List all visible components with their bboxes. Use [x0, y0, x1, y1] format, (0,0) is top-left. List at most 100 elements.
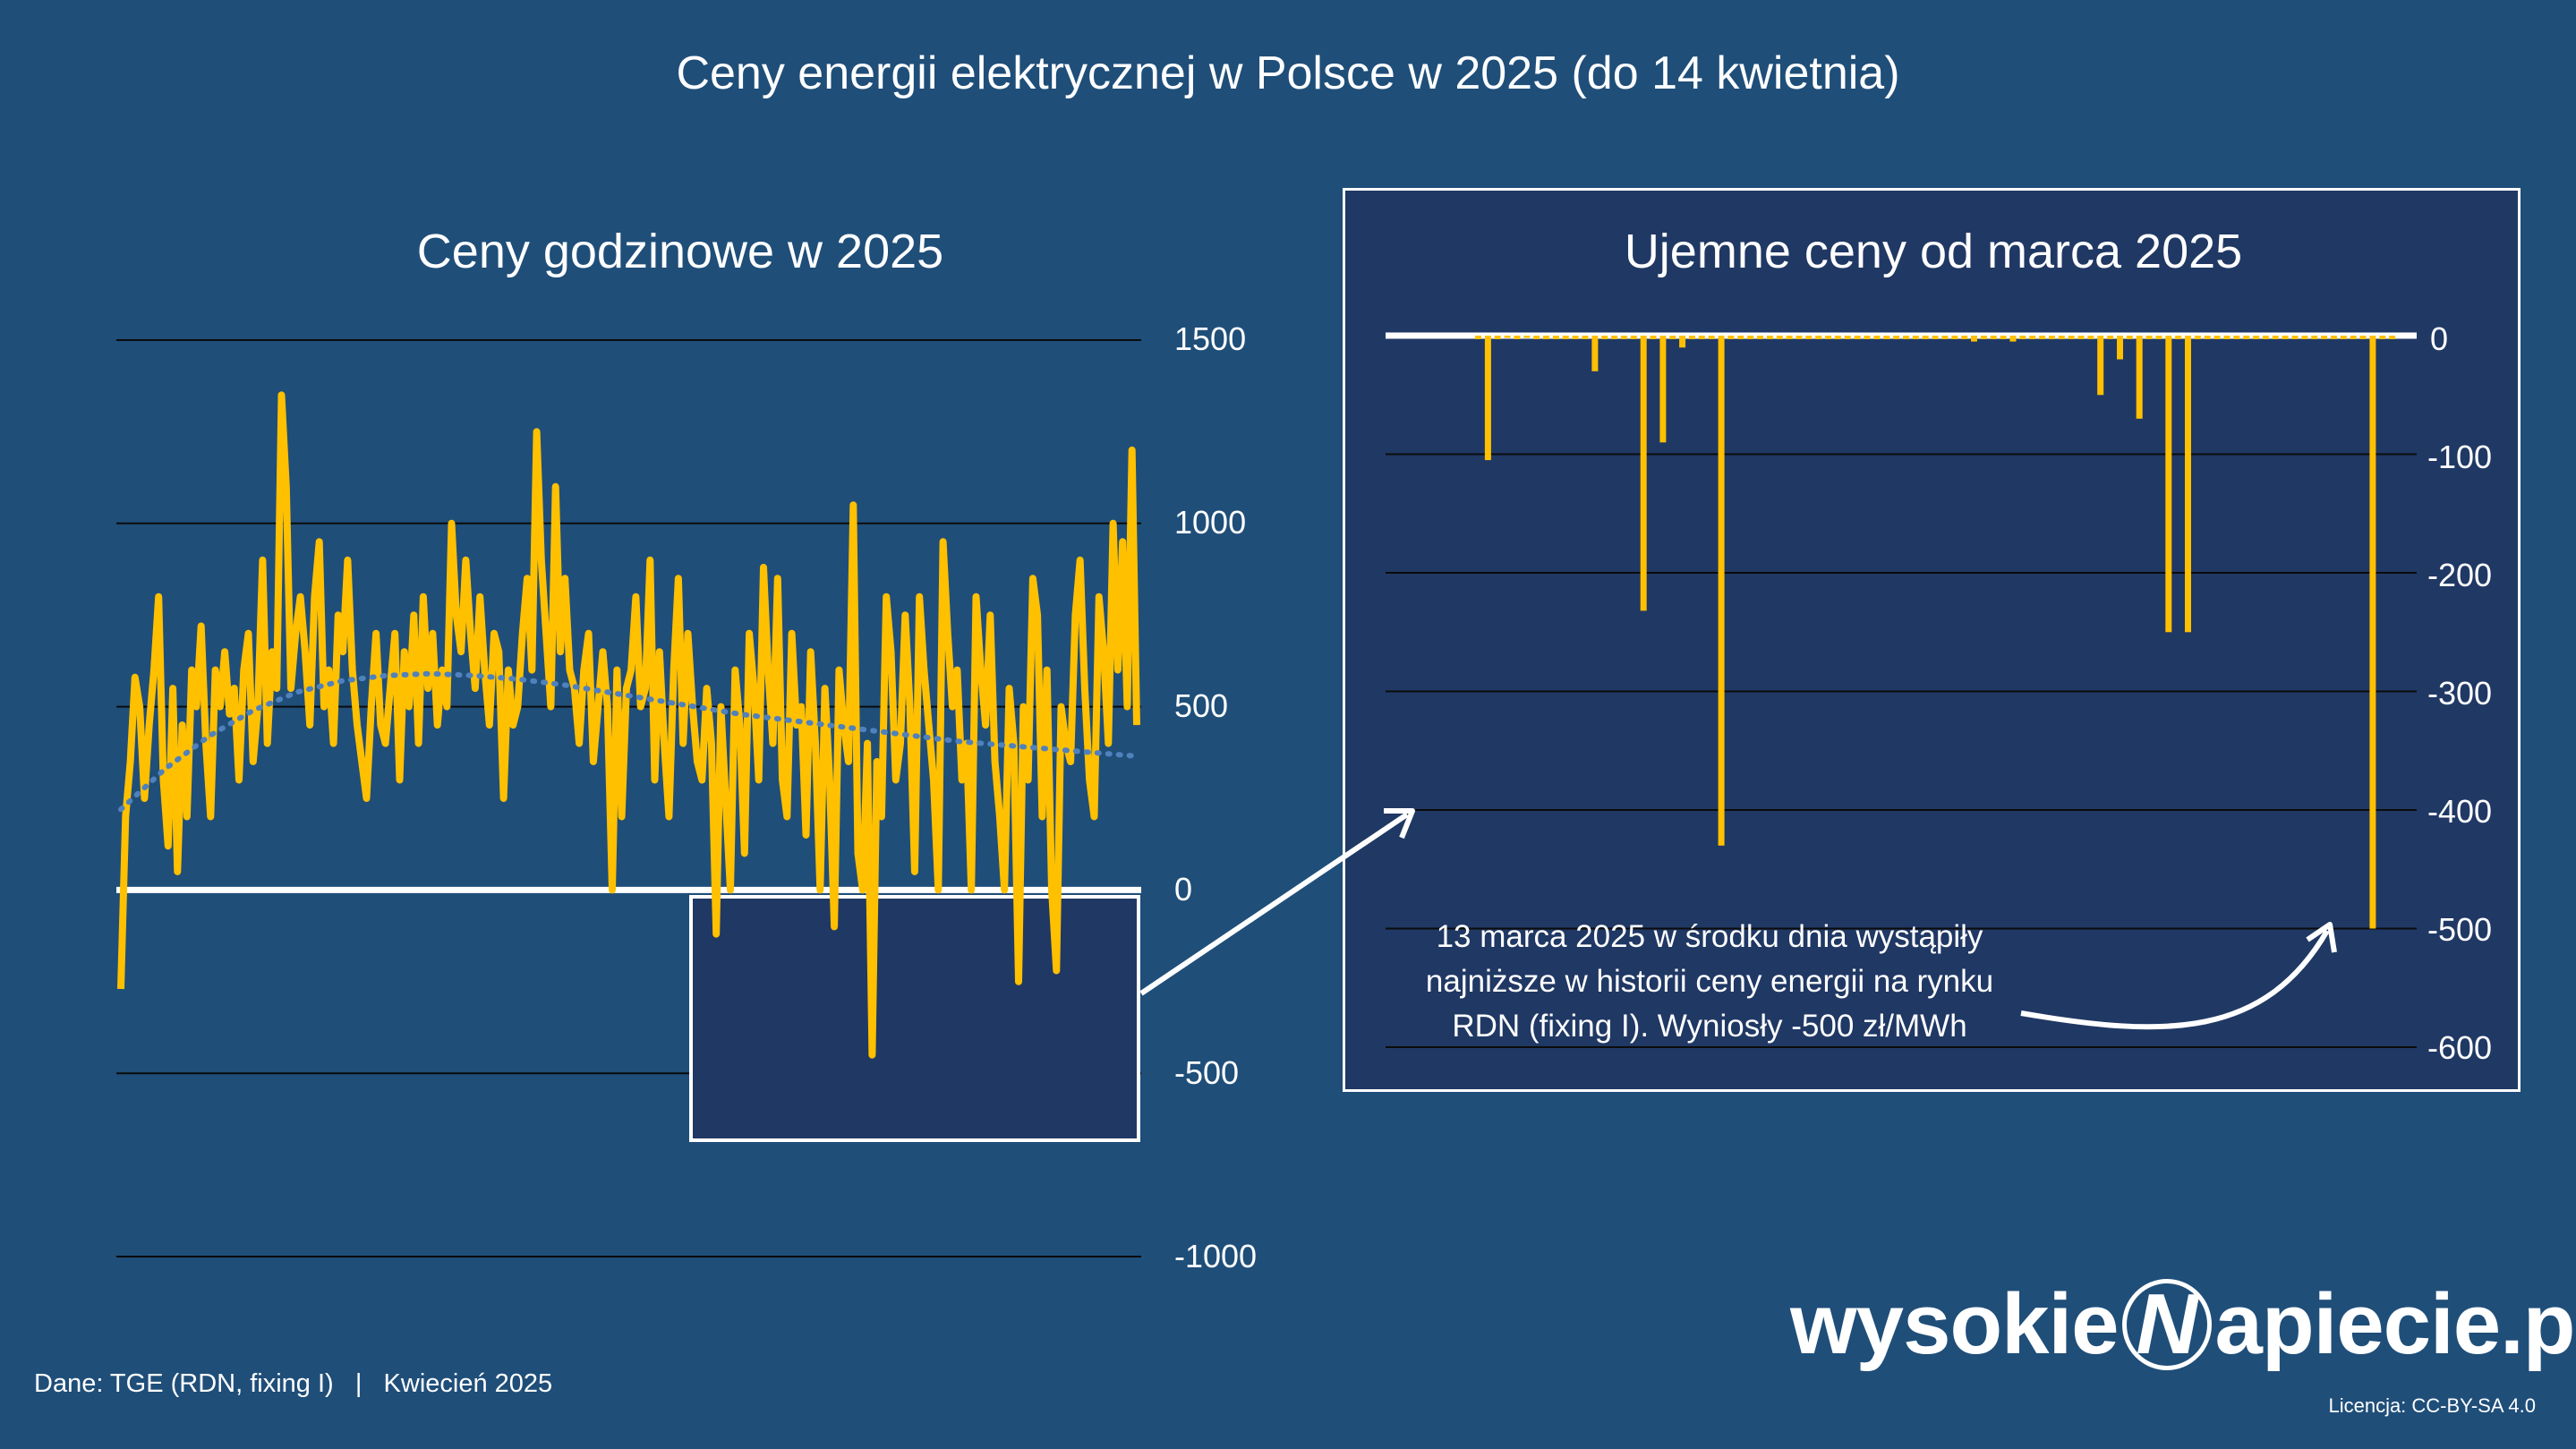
negative-price-bar — [1669, 336, 1676, 339]
annotation-arrow-head — [2306, 922, 2337, 953]
negative-price-bar — [1552, 336, 1559, 339]
right-ytick-minus400: -400 — [2427, 793, 2493, 830]
left-ytick-minus1000: -1000 — [1174, 1238, 1258, 1274]
negative-price-bar — [2389, 336, 2396, 339]
negative-price-bar — [1562, 336, 1569, 339]
negative-price-bar — [1805, 336, 1813, 339]
negative-price-bar — [2097, 336, 2104, 396]
logo-mark: N — [2121, 1279, 2212, 1370]
negative-price-bar — [1572, 336, 1579, 339]
negative-price-bar — [1912, 336, 1919, 339]
negative-price-bar — [1932, 336, 1939, 339]
right-ytick-minus300: -300 — [2427, 675, 2493, 712]
negative-price-bar — [2185, 336, 2191, 633]
negative-price-bar — [2213, 336, 2221, 339]
negative-price-bar — [1591, 336, 1599, 371]
left-ytick-0: 0 — [1174, 871, 1193, 908]
negative-price-bar — [1873, 336, 1881, 339]
negative-price-bar — [1903, 336, 1909, 339]
annotation-line-3: RDN (fixing I). Wyniosły -500 zł/MWh — [1452, 1009, 1967, 1044]
negative-price-bar — [1718, 336, 1725, 846]
negative-price-bar — [1708, 336, 1715, 339]
negative-price-bar — [1922, 336, 1929, 339]
left-price-series — [117, 391, 1140, 1059]
logo-text-right: apiecie.pl — [2214, 1276, 2576, 1372]
negative-price-bar — [1737, 336, 1744, 339]
left-ytick-500: 500 — [1174, 687, 1229, 724]
negative-price-bar — [2117, 336, 2123, 360]
left-ytick-minus500: -500 — [1174, 1054, 1240, 1091]
negative-price-bar — [2029, 336, 2036, 339]
negative-price-bar — [2136, 336, 2143, 419]
negative-price-bar — [2272, 336, 2279, 339]
negative-price-bar — [2058, 336, 2065, 339]
negative-price-bar — [2165, 336, 2172, 633]
negative-price-bar — [1786, 336, 1793, 339]
negative-price-bar — [1757, 336, 1763, 339]
negative-price-bar — [2048, 336, 2055, 339]
zoom-arrow-head — [1384, 808, 1415, 840]
negative-price-bar — [1582, 336, 1589, 339]
negative-price-bar — [1523, 336, 1531, 338]
negative-price-bar — [1601, 336, 1608, 339]
right-ytick-minus500: -500 — [2427, 911, 2493, 948]
annotation-arrow-line — [2020, 929, 2330, 1030]
negative-price-bar — [1834, 336, 1841, 339]
right-ytick-minus600: -600 — [2427, 1029, 2493, 1066]
negative-price-bar — [1747, 336, 1754, 339]
negative-price-bar — [2233, 336, 2240, 339]
negative-price-bar — [1484, 336, 1491, 461]
negative-price-bar — [2282, 336, 2289, 339]
negative-price-bar — [1864, 336, 1871, 339]
negative-price-bar — [1620, 336, 1627, 339]
negative-price-bar — [2019, 336, 2026, 339]
negative-price-bar — [2087, 336, 2094, 339]
annotation-line-2: najniższe w historii ceny energii na ryn… — [1425, 964, 1994, 999]
negative-price-bar — [2126, 336, 2133, 339]
arrows — [1139, 808, 2337, 1030]
negative-price-bar — [1543, 336, 1549, 339]
negative-price-bar — [1854, 336, 1861, 339]
negative-price-bar — [1650, 336, 1657, 339]
negative-price-bar — [1611, 336, 1618, 339]
negative-price-bar — [1796, 336, 1803, 339]
license-note: Licencja: CC-BY-SA 4.0 — [2328, 1394, 2536, 1417]
negative-price-bar — [2321, 336, 2328, 339]
negative-price-bar — [2223, 336, 2231, 339]
negative-price-bar — [2000, 336, 2007, 339]
left-chart-title: Ceny godzinowe w 2025 — [416, 225, 944, 278]
negative-price-bar — [1504, 336, 1511, 338]
negative-price-bar — [2009, 336, 2017, 342]
negative-price-bar — [1727, 336, 1735, 339]
right-ytick-0: 0 — [2430, 320, 2449, 357]
negative-price-bar — [1689, 336, 1695, 339]
negative-price-bar — [2155, 336, 2162, 339]
negative-price-bar — [2194, 336, 2201, 339]
right-negative-bars — [1475, 336, 2396, 929]
negative-price-bar — [1776, 336, 1783, 339]
negative-price-bar — [1514, 336, 1521, 339]
negative-price-bar — [2204, 336, 2211, 339]
negative-price-bar — [2039, 336, 2046, 339]
negative-price-bar — [1630, 336, 1637, 339]
negative-price-bar — [2291, 336, 2299, 339]
negative-price-bar — [1815, 336, 1822, 339]
negative-price-bar — [2145, 336, 2153, 339]
right-chart-title: Ujemne ceny od marca 2025 — [1624, 225, 2243, 278]
negative-price-bar — [1941, 336, 1949, 339]
negative-price-bar — [2243, 336, 2250, 339]
negative-price-bar — [2340, 336, 2347, 339]
price-line — [117, 391, 1140, 1059]
negative-price-bar — [1961, 336, 1968, 339]
negative-price-bar — [2369, 336, 2376, 929]
annotation-line-1: 13 marca 2025 w środku dnia wystąpiły — [1436, 919, 1983, 954]
negative-price-bar — [1766, 336, 1773, 339]
negative-price-bar — [2068, 336, 2075, 339]
negative-price-bar — [1533, 336, 1540, 339]
negative-price-bar — [1640, 336, 1647, 611]
data-source-note: Dane: TGE (RDN, fixing I) | Kwiecień 202… — [34, 1369, 553, 1398]
left-ytick-1000: 1000 — [1174, 504, 1247, 541]
negative-price-bar — [2359, 336, 2367, 339]
negative-price-bar — [1980, 336, 1987, 339]
